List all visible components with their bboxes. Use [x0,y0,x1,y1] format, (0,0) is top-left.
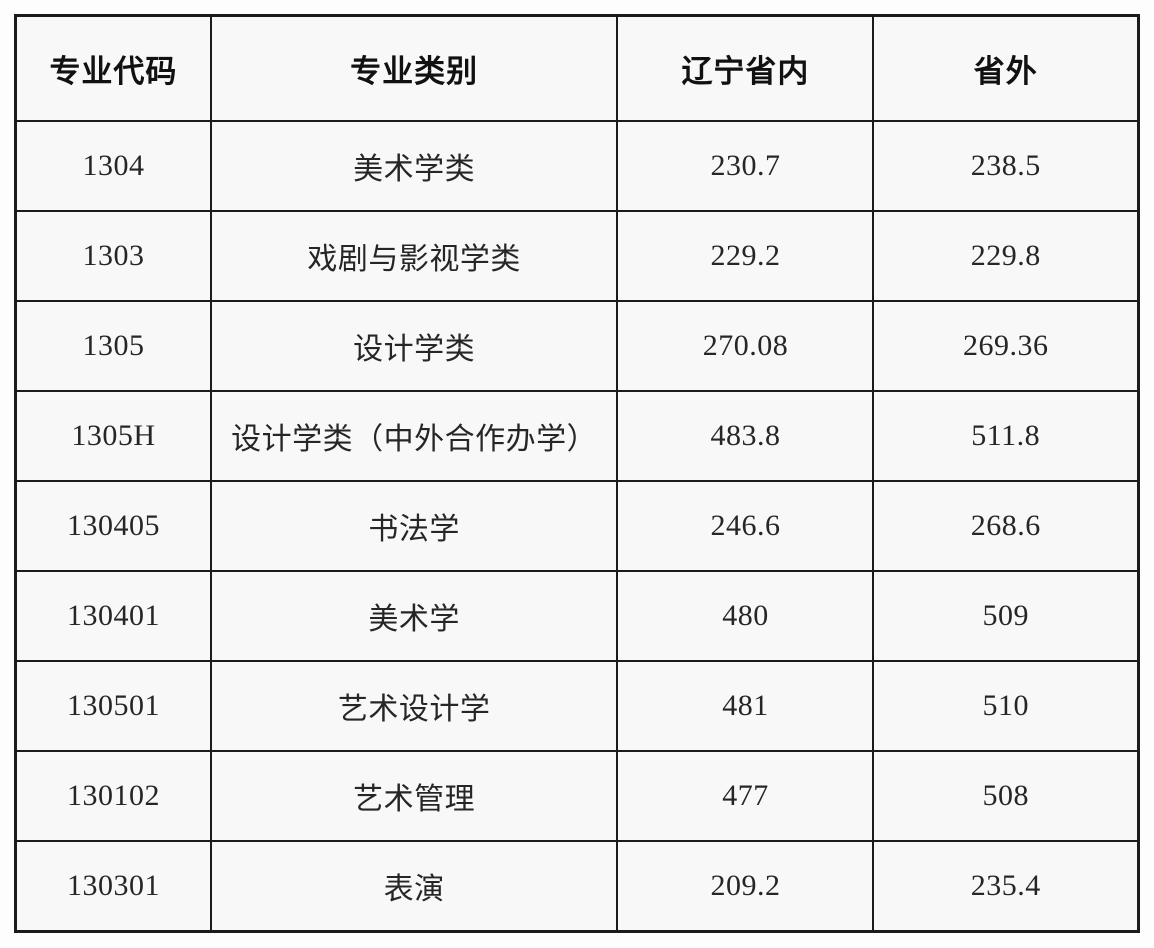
code-cell: 130102 [14,750,212,842]
code-cell: 1303 [14,210,212,302]
admission-scores-table: 专业代码 专业类别 辽宁省内 省外 1304 美术学类 230.7 238.5 1303 戏剧与… [14,14,1140,933]
table-row: 130401 美术学 480 509 [14,570,1140,662]
outside-cell: 238.5 [872,120,1140,212]
code-cell: 130501 [14,660,212,752]
table-row: 130301 表演 209.2 235.4 [14,840,1140,933]
liaoning-cell: 480 [616,570,875,662]
table-row: 1305 设计学类 270.08 269.36 [14,300,1140,392]
liaoning-cell: 477 [616,750,875,842]
admission-scores-table-container: 专业代码 专业类别 辽宁省内 省外 1304 美术学类 230.7 238.5 1303 戏剧与… [14,14,1140,933]
category-cell: 设计学类 [209,300,619,392]
table-row: 1304 美术学类 230.7 238.5 [14,120,1140,212]
category-cell: 表演 [209,840,619,933]
outside-cell: 235.4 [872,840,1140,933]
column-header-code: 专业代码 [14,14,212,122]
outside-cell: 510 [872,660,1140,752]
table-header-row: 专业代码 专业类别 辽宁省内 省外 [14,14,1140,122]
liaoning-cell: 481 [616,660,875,752]
outside-cell: 229.8 [872,210,1140,302]
outside-cell: 509 [872,570,1140,662]
table-row: 130102 艺术管理 477 508 [14,750,1140,842]
table-row: 1303 戏剧与影视学类 229.2 229.8 [14,210,1140,302]
outside-cell: 269.36 [872,300,1140,392]
liaoning-cell: 246.6 [616,480,875,572]
category-cell: 书法学 [209,480,619,572]
category-cell: 艺术设计学 [209,660,619,752]
table-row: 130501 艺术设计学 481 510 [14,660,1140,752]
liaoning-cell: 230.7 [616,120,875,212]
code-cell: 130405 [14,480,212,572]
category-cell: 美术学类 [209,120,619,212]
code-cell: 1304 [14,120,212,212]
liaoning-cell: 229.2 [616,210,875,302]
category-cell: 设计学类（中外合作办学） [209,390,619,482]
table-row: 1305H 设计学类（中外合作办学） 483.8 511.8 [14,390,1140,482]
liaoning-cell: 209.2 [616,840,875,933]
code-cell: 130301 [14,840,212,933]
outside-cell: 508 [872,750,1140,842]
liaoning-cell: 483.8 [616,390,875,482]
liaoning-cell: 270.08 [616,300,875,392]
code-cell: 1305H [14,390,212,482]
column-header-category: 专业类别 [209,14,619,122]
outside-cell: 268.6 [872,480,1140,572]
code-cell: 1305 [14,300,212,392]
category-cell: 艺术管理 [209,750,619,842]
category-cell: 美术学 [209,570,619,662]
category-cell: 戏剧与影视学类 [209,210,619,302]
table-row: 130405 书法学 246.6 268.6 [14,480,1140,572]
column-header-outside: 省外 [872,14,1140,122]
code-cell: 130401 [14,570,212,662]
column-header-liaoning: 辽宁省内 [616,14,875,122]
outside-cell: 511.8 [872,390,1140,482]
